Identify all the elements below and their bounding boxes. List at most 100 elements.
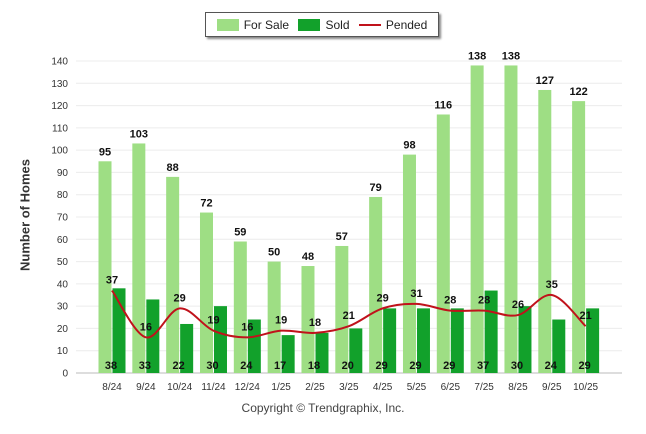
y-tick-label: 10 <box>57 346 69 357</box>
bar-sold <box>450 308 464 373</box>
legend-item-sold[interactable]: Sold <box>298 17 350 32</box>
y-tick-label: 130 <box>51 79 68 90</box>
bar-for-sale <box>436 114 450 373</box>
x-tick-label: 9/25 <box>542 382 562 393</box>
data-label-pended: 28 <box>444 295 456 307</box>
bar-for-sale <box>402 154 416 373</box>
y-tick-label: 20 <box>57 324 69 335</box>
y-tick-label: 60 <box>57 235 69 246</box>
bar-for-sale <box>504 65 518 373</box>
x-tick-label: 4/25 <box>373 382 393 393</box>
y-axis-ticks: 0 10 20 30 40 50 60 70 80 90 100 110 120 130 140 <box>51 57 68 380</box>
bar-for-sale <box>267 261 281 373</box>
bar-sold <box>213 306 227 373</box>
bar-for-sale <box>199 212 213 373</box>
data-label-for-sale: 138 <box>502 50 520 62</box>
bar-sold <box>416 308 430 373</box>
legend-swatch-for-sale <box>216 18 239 31</box>
copyright-footer: Copyright © Trendgraphix, Inc. <box>241 401 405 415</box>
data-label-for-sale: 59 <box>234 227 246 239</box>
data-label-pended: 29 <box>174 292 186 304</box>
data-label-sold: 37 <box>477 360 489 372</box>
bar-for-sale <box>335 245 349 373</box>
data-label-sold: 30 <box>206 360 218 372</box>
x-axis-ticks: 8/24 9/24 10/24 11/24 12/24 1/25 2/25 3/25 4/25 5… <box>102 382 598 393</box>
bar-for-sale <box>538 89 552 373</box>
data-label-pended: 37 <box>106 275 118 287</box>
y-tick-label: 50 <box>57 257 69 268</box>
data-label-for-sale: 95 <box>99 146 111 158</box>
data-label-pended: 19 <box>207 315 219 327</box>
x-tick-label: 1/25 <box>271 382 291 393</box>
bar-for-sale <box>166 176 180 373</box>
y-tick-label: 40 <box>57 279 69 290</box>
data-label-for-sale: 98 <box>403 140 415 152</box>
data-label-pended: 29 <box>377 292 389 304</box>
bar-for-sale <box>470 65 484 373</box>
y-tick-label: 100 <box>51 146 68 157</box>
data-label-pended: 18 <box>309 317 321 329</box>
x-tick-label: 10/25 <box>573 382 598 393</box>
data-label-sold: 38 <box>105 360 117 372</box>
data-label-sold: 29 <box>578 360 590 372</box>
pended-line-path <box>111 289 587 339</box>
bar-sold <box>247 319 261 373</box>
y-tick-label: 80 <box>57 190 69 201</box>
bar-sold <box>315 332 329 373</box>
bar-sold <box>281 335 295 373</box>
bar-for-sale <box>98 161 112 373</box>
x-tick-label: 3/25 <box>339 382 359 393</box>
data-label-sold: 18 <box>308 360 320 372</box>
x-tick-label: 2/25 <box>305 382 325 393</box>
data-label-sold: 29 <box>409 360 421 372</box>
x-tick-label: 6/25 <box>441 382 461 393</box>
legend: For Sale Sold Pended <box>205 12 439 37</box>
data-label-pended: 35 <box>546 279 558 291</box>
y-tick-label: 110 <box>52 123 68 134</box>
data-label-pended: 28 <box>478 295 490 307</box>
bar-sold <box>518 306 532 373</box>
y-tick-label: 140 <box>51 57 68 68</box>
x-tick-label: 9/24 <box>136 382 156 393</box>
data-label-pended: 19 <box>275 315 287 327</box>
legend-item-pended[interactable]: Pended <box>358 17 428 32</box>
x-tick-label: 11/24 <box>201 382 226 393</box>
legend-label-sold: Sold <box>325 17 350 32</box>
data-label-sold: 22 <box>173 360 185 372</box>
legend-swatch-sold <box>298 18 321 31</box>
x-tick-label: 10/24 <box>167 382 192 393</box>
data-label-sold: 29 <box>443 360 455 372</box>
data-label-for-sale: 103 <box>130 128 148 140</box>
bar-for-sale <box>233 241 247 373</box>
data-label-pended: 21 <box>579 310 591 322</box>
legend-label-pended: Pended <box>385 17 428 32</box>
data-label-pended: 21 <box>343 310 355 322</box>
data-label-for-sale: 48 <box>302 251 314 263</box>
data-label-for-sale: 138 <box>468 50 486 62</box>
data-label-for-sale: 50 <box>268 247 280 259</box>
legend-label-for-sale: For Sale <box>243 17 290 32</box>
x-tick-label: 12/24 <box>235 382 260 393</box>
bar-sold <box>383 308 397 373</box>
data-label-sold: 33 <box>139 360 151 372</box>
data-label-for-sale: 72 <box>200 198 212 210</box>
data-label-for-sale: 127 <box>536 75 554 87</box>
bar-sold <box>552 319 566 373</box>
x-tick-label: 8/24 <box>102 382 122 393</box>
data-labels: 95 38 103 33 88 22 72 30 59 24 50 17 48 18 57 20 79 29 98 2… <box>99 50 592 372</box>
y-tick-label: 90 <box>57 168 69 179</box>
x-tick-label: 7/25 <box>474 382 494 393</box>
data-label-for-sale: 122 <box>569 86 587 98</box>
legend-item-for-sale[interactable]: For Sale <box>216 17 290 32</box>
data-label-sold: 17 <box>274 360 286 372</box>
data-label-pended: 16 <box>140 321 152 333</box>
bar-for-sale <box>132 143 146 373</box>
bar-for-sale <box>301 266 315 373</box>
bar-sold <box>349 328 363 373</box>
data-label-for-sale: 57 <box>336 231 348 243</box>
data-label-sold: 24 <box>240 360 253 372</box>
data-label-sold: 30 <box>511 360 523 372</box>
data-label-for-sale: 116 <box>434 99 452 111</box>
x-tick-label: 8/25 <box>508 382 528 393</box>
